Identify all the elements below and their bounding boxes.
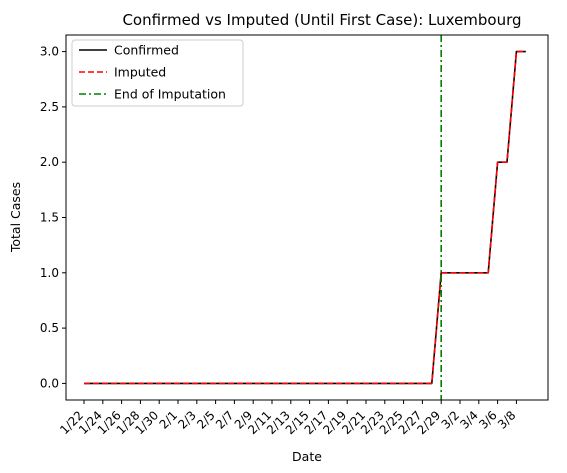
legend-label-imputed: Imputed [114, 65, 166, 80]
legend: Confirmed Imputed End of Imputation [71, 39, 244, 107]
legend-label-end-of-imputation: End of Imputation [114, 87, 226, 102]
y-tick-label: 0.0 [40, 376, 59, 390]
y-tick-label: 3.0 [40, 45, 59, 59]
plot-frame [65, 34, 549, 401]
chart-title: Confirmed vs Imputed (Until First Case):… [122, 11, 521, 29]
series-line-imputed [84, 50, 526, 385]
y-axis-label: Total Cases [8, 182, 23, 253]
legend-label-confirmed: Confirmed [114, 43, 179, 58]
y-tick-label: 0.5 [40, 321, 59, 335]
y-tick-label: 1.5 [40, 211, 59, 225]
y-tick-label: 2.5 [40, 100, 59, 114]
y-axis: 0.0 0.5 1.0 1.5 2.0 2.5 3.0 [40, 45, 66, 390]
y-tick-label: 2.0 [40, 155, 59, 169]
x-axis-label: Date [292, 449, 322, 464]
plot-lines [84, 35, 526, 400]
y-tick-label: 1.0 [40, 266, 59, 280]
legend-box [71, 39, 244, 107]
